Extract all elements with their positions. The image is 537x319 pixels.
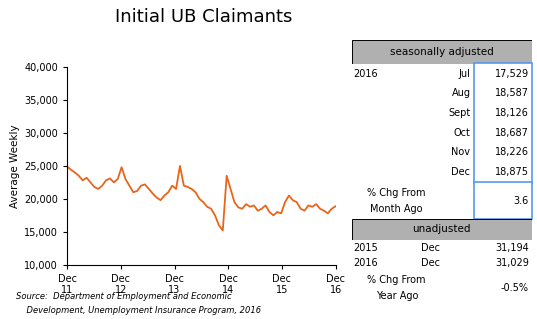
Text: 31,029: 31,029 (495, 258, 529, 268)
Text: Aug: Aug (452, 88, 470, 98)
Text: Dec: Dec (422, 258, 440, 268)
Text: Dec: Dec (422, 243, 440, 253)
Text: unadjusted: unadjusted (412, 224, 471, 234)
Text: Nov: Nov (452, 147, 470, 157)
Text: 2015: 2015 (353, 243, 378, 253)
Text: Oct: Oct (454, 128, 470, 138)
Text: 18,687: 18,687 (495, 128, 529, 138)
Text: 18,875: 18,875 (495, 167, 529, 177)
Text: Jul: Jul (459, 69, 470, 79)
Text: 2016: 2016 (353, 258, 378, 268)
Text: Source:  Department of Employment and Economic: Source: Department of Employment and Eco… (16, 292, 232, 301)
Text: Dec: Dec (452, 167, 470, 177)
Text: -0.5%: -0.5% (501, 283, 529, 293)
Text: Sept: Sept (448, 108, 470, 118)
Text: Year Ago: Year Ago (375, 291, 418, 301)
Text: Initial UB Claimants: Initial UB Claimants (115, 8, 293, 26)
Text: % Chg From: % Chg From (367, 188, 426, 198)
Text: % Chg From: % Chg From (367, 275, 426, 285)
Text: 18,126: 18,126 (495, 108, 529, 118)
Text: 18,226: 18,226 (495, 147, 529, 157)
Text: 3.6: 3.6 (514, 196, 529, 206)
Text: 2016: 2016 (353, 69, 378, 79)
FancyBboxPatch shape (474, 63, 532, 183)
Text: 31,194: 31,194 (495, 243, 529, 253)
Text: seasonally adjusted: seasonally adjusted (390, 47, 494, 57)
Text: Month Ago: Month Ago (371, 204, 423, 214)
Text: Development, Unemployment Insurance Program, 2016: Development, Unemployment Insurance Prog… (16, 306, 261, 315)
Text: 18,587: 18,587 (495, 88, 529, 98)
FancyBboxPatch shape (474, 182, 532, 219)
Y-axis label: Average Weekly: Average Weekly (10, 124, 20, 208)
Text: 17,529: 17,529 (495, 69, 529, 79)
